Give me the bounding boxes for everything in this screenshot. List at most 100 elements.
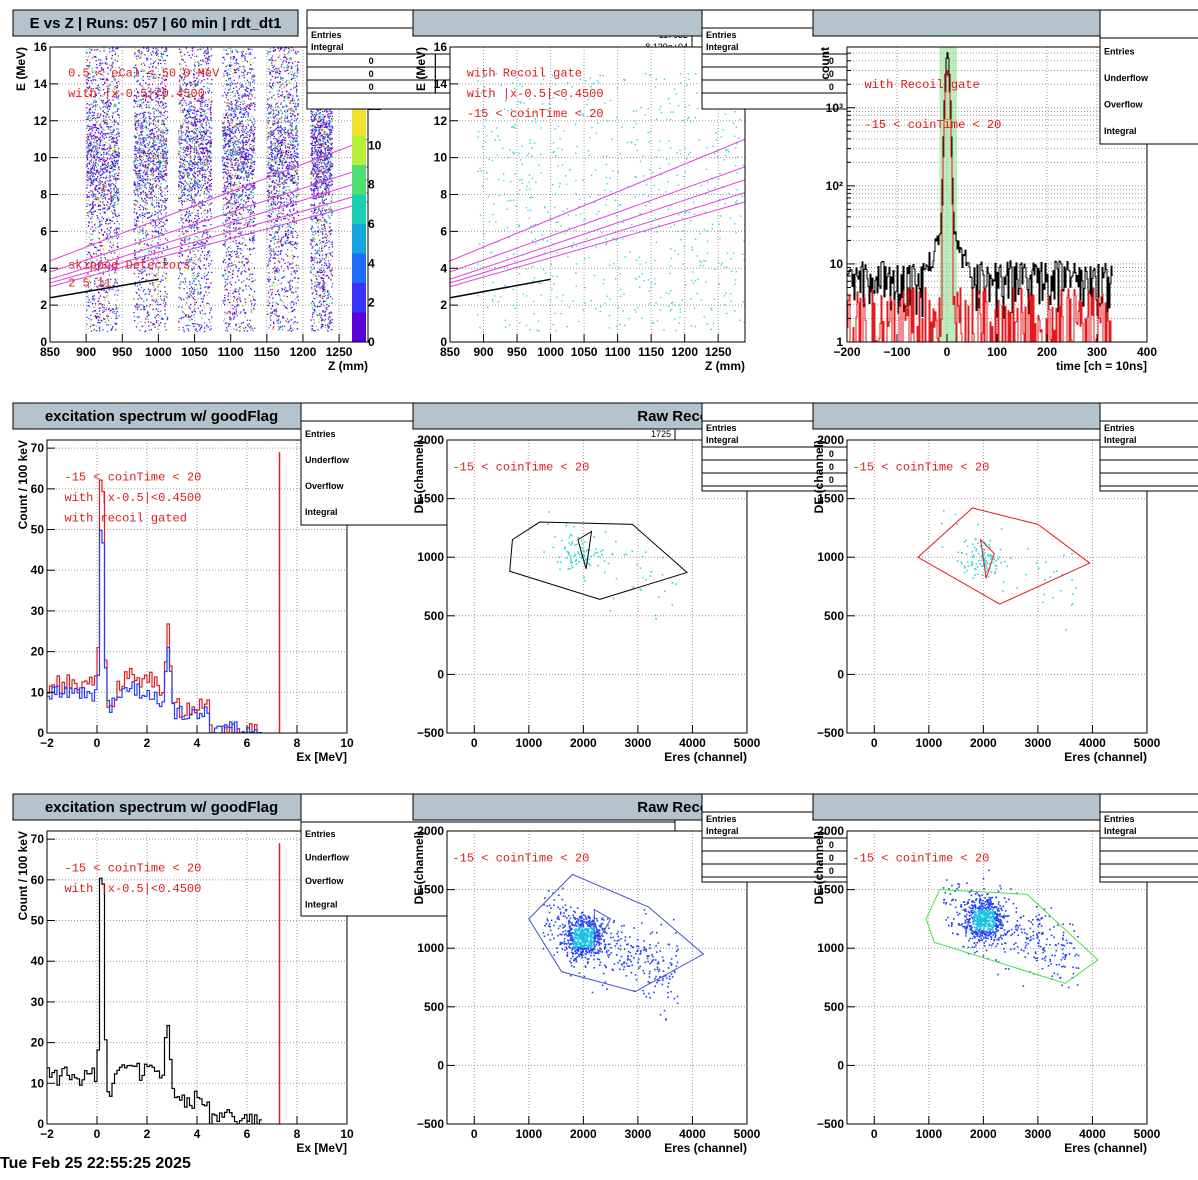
density-point — [203, 137, 204, 138]
density-point — [193, 186, 194, 187]
density-point — [206, 112, 207, 113]
density-point — [103, 188, 104, 189]
density-point — [195, 256, 196, 257]
density-point — [183, 148, 184, 149]
density-point — [151, 153, 152, 154]
density-point — [190, 183, 191, 184]
density-point — [206, 63, 207, 64]
density-point — [92, 144, 93, 145]
density-point — [137, 323, 138, 324]
density-point — [99, 322, 100, 323]
density-point — [197, 276, 198, 277]
density-point — [190, 158, 191, 159]
density-point — [186, 297, 187, 298]
density-point — [137, 114, 138, 115]
density-point — [106, 324, 107, 325]
density-point — [98, 184, 99, 185]
density-point — [164, 124, 165, 125]
density-point — [205, 209, 206, 210]
density-point — [113, 146, 114, 147]
density-point — [112, 205, 113, 206]
density-point — [193, 132, 194, 133]
density-point — [141, 124, 142, 125]
density-point — [137, 185, 138, 186]
density-point — [183, 169, 184, 170]
density-point — [147, 101, 148, 102]
density-point — [189, 251, 190, 252]
density-point — [188, 330, 189, 331]
density-point — [96, 136, 97, 137]
density-point — [142, 53, 143, 54]
density-point — [183, 152, 184, 153]
density-point — [139, 284, 140, 285]
density-point — [94, 156, 95, 157]
density-point — [186, 201, 187, 202]
density-point — [233, 111, 234, 112]
density-point — [209, 126, 210, 127]
density-point — [94, 295, 95, 296]
density-point — [178, 184, 179, 185]
density-point — [155, 230, 156, 231]
density-point — [184, 109, 185, 110]
density-point — [199, 329, 200, 330]
density-point — [178, 306, 179, 307]
density-point — [234, 111, 235, 112]
density-point — [153, 175, 154, 176]
density-point — [113, 106, 114, 107]
density-point — [137, 193, 138, 194]
density-point — [184, 175, 185, 176]
density-point — [167, 140, 168, 141]
density-point — [143, 162, 144, 163]
density-point — [200, 101, 201, 102]
density-point — [232, 156, 233, 157]
density-point — [160, 232, 161, 233]
density-point — [203, 225, 204, 226]
density-point — [113, 214, 114, 215]
density-point — [208, 205, 209, 206]
density-point — [156, 116, 157, 117]
density-point — [143, 182, 144, 183]
density-point — [157, 285, 158, 286]
density-point — [153, 116, 154, 117]
density-point — [197, 49, 198, 50]
density-point — [95, 151, 96, 152]
density-point — [103, 152, 104, 153]
density-point — [200, 133, 201, 134]
density-point — [145, 179, 146, 180]
density-point — [185, 115, 186, 116]
density-point — [178, 196, 179, 197]
density-point — [105, 154, 106, 155]
density-point — [142, 229, 143, 230]
density-point — [165, 48, 166, 49]
density-point — [138, 120, 139, 121]
density-point — [179, 122, 180, 123]
density-point — [180, 127, 181, 128]
density-point — [105, 62, 106, 63]
density-point — [187, 176, 188, 177]
density-point — [165, 238, 166, 239]
density-point — [156, 281, 157, 282]
density-point — [144, 243, 145, 244]
density-point — [165, 157, 166, 158]
density-point — [158, 155, 159, 156]
density-point — [157, 161, 158, 162]
density-point — [160, 311, 161, 312]
density-point — [134, 190, 135, 191]
density-point — [139, 209, 140, 210]
density-point — [163, 54, 164, 55]
density-point — [155, 281, 156, 282]
density-point — [107, 201, 108, 202]
density-point — [210, 141, 211, 142]
density-point — [206, 159, 207, 160]
density-point — [110, 236, 111, 237]
density-point — [199, 172, 200, 173]
density-point — [187, 110, 188, 111]
density-point — [100, 168, 101, 169]
density-point — [87, 215, 88, 216]
density-point — [92, 147, 93, 148]
density-point — [198, 238, 199, 239]
density-point — [185, 138, 186, 139]
density-point — [137, 182, 138, 183]
density-point — [162, 129, 163, 130]
density-point — [188, 246, 189, 247]
